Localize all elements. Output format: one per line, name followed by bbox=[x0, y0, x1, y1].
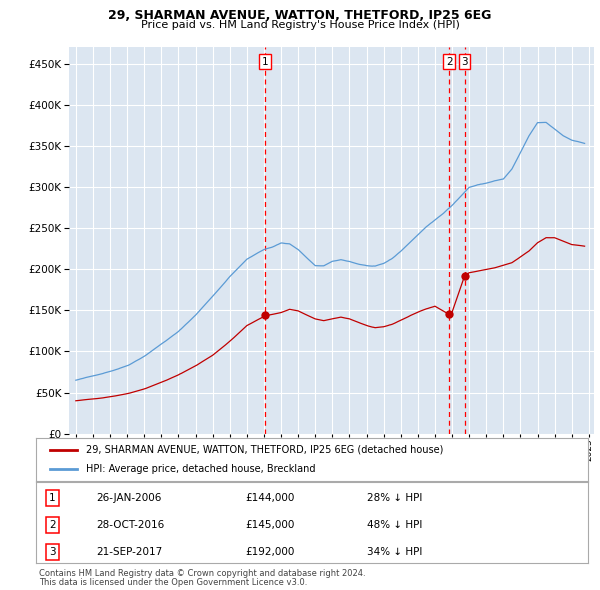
Text: £145,000: £145,000 bbox=[246, 520, 295, 530]
Text: 48% ↓ HPI: 48% ↓ HPI bbox=[367, 520, 422, 530]
Text: 21-SEP-2017: 21-SEP-2017 bbox=[97, 547, 163, 557]
Text: HPI: Average price, detached house, Breckland: HPI: Average price, detached house, Brec… bbox=[86, 464, 315, 474]
Text: 1: 1 bbox=[262, 57, 269, 67]
Text: 28% ↓ HPI: 28% ↓ HPI bbox=[367, 493, 422, 503]
Text: Price paid vs. HM Land Registry's House Price Index (HPI): Price paid vs. HM Land Registry's House … bbox=[140, 20, 460, 30]
Text: Contains HM Land Registry data © Crown copyright and database right 2024.: Contains HM Land Registry data © Crown c… bbox=[39, 569, 365, 578]
Text: 1: 1 bbox=[49, 493, 56, 503]
Text: 2: 2 bbox=[49, 520, 56, 530]
Text: This data is licensed under the Open Government Licence v3.0.: This data is licensed under the Open Gov… bbox=[39, 578, 307, 587]
Text: 3: 3 bbox=[49, 547, 56, 557]
Text: £144,000: £144,000 bbox=[246, 493, 295, 503]
Text: £192,000: £192,000 bbox=[246, 547, 295, 557]
Text: 34% ↓ HPI: 34% ↓ HPI bbox=[367, 547, 422, 557]
Text: 29, SHARMAN AVENUE, WATTON, THETFORD, IP25 6EG: 29, SHARMAN AVENUE, WATTON, THETFORD, IP… bbox=[109, 9, 491, 22]
Text: 26-JAN-2006: 26-JAN-2006 bbox=[97, 493, 162, 503]
Text: 29, SHARMAN AVENUE, WATTON, THETFORD, IP25 6EG (detached house): 29, SHARMAN AVENUE, WATTON, THETFORD, IP… bbox=[86, 445, 443, 455]
Text: 3: 3 bbox=[461, 57, 468, 67]
Text: 28-OCT-2016: 28-OCT-2016 bbox=[97, 520, 165, 530]
Text: 2: 2 bbox=[446, 57, 452, 67]
